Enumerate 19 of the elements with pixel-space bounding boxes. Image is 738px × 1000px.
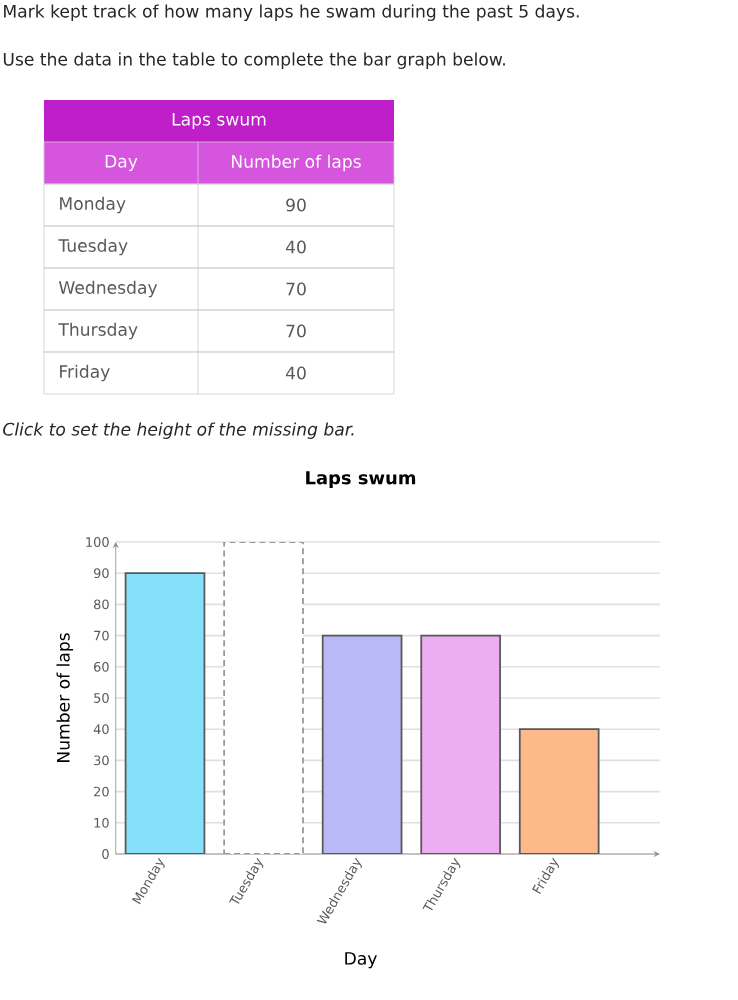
chart-title: Laps swum	[306, 471, 416, 488]
text: Laps swum	[172, 112, 266, 130]
text: 70	[286, 324, 306, 338]
text: Mark kept track of how many laps he swam during the past 5 days.	[4, 4, 579, 21]
text: 40	[285, 240, 306, 254]
text: Day	[105, 154, 138, 172]
y-axis-title: Number of laps	[56, 633, 74, 762]
text: Monday	[60, 196, 126, 214]
text: Number of laps	[232, 154, 361, 172]
text: Friday	[60, 364, 110, 382]
text: Use the data in the table to complete the bar graph below.	[3, 52, 505, 69]
text: Click to set the height of the missing bar.	[3, 422, 354, 439]
text: Wednesday	[58, 280, 158, 298]
text: 70	[286, 282, 306, 296]
text: Thursday	[58, 322, 138, 340]
text: 40	[285, 366, 306, 380]
text: 90	[286, 198, 306, 212]
text: Tuesday	[58, 238, 128, 256]
x-axis-title: Day	[345, 952, 377, 969]
